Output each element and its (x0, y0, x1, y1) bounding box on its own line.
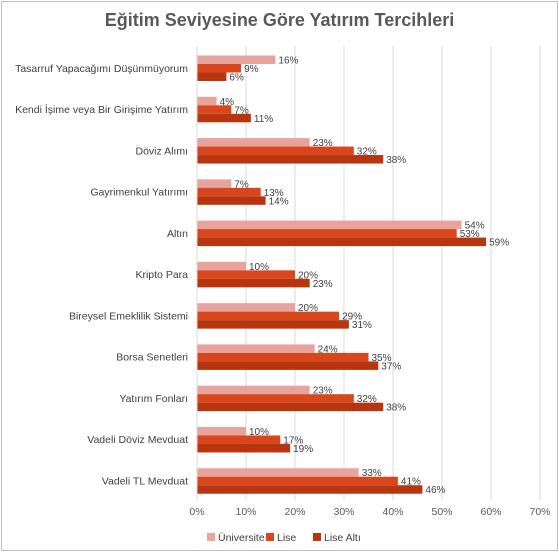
bar (197, 352, 369, 362)
bar (197, 435, 281, 444)
data-label: 31% (352, 320, 372, 331)
data-label: 6% (229, 73, 244, 84)
data-label: 20% (298, 270, 318, 281)
data-label: 59% (489, 238, 509, 249)
data-label: 23% (313, 279, 333, 290)
data-label: 38% (386, 403, 406, 414)
category-label: Yatırım Fonları (119, 393, 188, 405)
x-tick-label: 30% (333, 506, 354, 518)
bar (197, 320, 349, 329)
data-label: 10% (249, 427, 269, 438)
data-label: 37% (381, 361, 401, 372)
category-label: Vadeli Döviz Mevduat (87, 434, 188, 446)
bar (197, 385, 310, 395)
bar (197, 261, 246, 271)
bar (197, 96, 217, 106)
bar (197, 64, 242, 73)
data-label: 19% (293, 444, 313, 455)
category-label: Borsa Senetleri (116, 352, 188, 364)
bar (197, 402, 384, 412)
bar (197, 394, 354, 403)
legend-label: Lise Altı (324, 532, 361, 544)
data-label: 11% (254, 114, 273, 125)
bar (197, 426, 246, 436)
data-label: 9% (244, 64, 259, 75)
category-label: Kendi İşime veya Bir Girişime Yatırım (15, 103, 188, 116)
legend-swatch (266, 533, 274, 541)
x-tick-label: 50% (431, 506, 452, 518)
category-label: Gayrimenkul Yatırımı (90, 187, 188, 199)
legend-swatch (207, 533, 215, 541)
bar (197, 344, 315, 353)
bar (197, 55, 276, 64)
legend-label: Üniversite (218, 532, 265, 544)
x-tick-label: 40% (382, 506, 403, 518)
category-label: Altın (167, 228, 188, 240)
category-label: Tasarruf Yapacağımı Düşünmüyorum (15, 63, 188, 75)
data-label: 20% (298, 303, 318, 314)
data-label: 7% (234, 105, 249, 116)
data-label: 16% (278, 56, 298, 67)
data-label: 10% (249, 262, 269, 273)
bar (197, 476, 398, 486)
data-label: 7% (234, 179, 249, 190)
bar (197, 220, 462, 230)
data-label: 53% (460, 229, 480, 240)
x-tick-label: 0% (189, 506, 204, 518)
bar (197, 485, 423, 494)
data-label: 35% (372, 353, 392, 364)
bar (197, 468, 359, 477)
data-label: 38% (386, 155, 406, 166)
legend-swatch (313, 533, 321, 541)
data-label: 14% (269, 196, 289, 207)
data-label: 13% (264, 188, 284, 199)
bar (197, 179, 232, 188)
bar (197, 361, 379, 370)
bar (197, 311, 340, 321)
category-label: Bireysel Emeklilik Sistemi (69, 310, 188, 322)
data-label: 33% (362, 468, 382, 479)
data-label: 17% (283, 435, 303, 446)
bar (197, 187, 261, 197)
x-tick-label: 20% (284, 506, 305, 518)
data-label: 41% (401, 477, 421, 488)
bar (197, 196, 266, 205)
bar (197, 138, 310, 147)
bar (197, 72, 227, 81)
category-label: Vadeli TL Mevduat (102, 475, 188, 487)
data-label: 23% (313, 138, 333, 149)
bar (197, 278, 310, 288)
data-label: 46% (425, 485, 445, 496)
bar (197, 229, 457, 238)
data-label: 29% (342, 312, 362, 323)
data-label: 24% (318, 344, 338, 355)
x-tick-label: 10% (235, 506, 256, 518)
data-label: 32% (357, 394, 377, 405)
data-label: 23% (313, 386, 333, 397)
data-label: 54% (465, 221, 485, 232)
x-tick-label: 60% (480, 506, 501, 518)
bar (197, 237, 487, 247)
data-label: 4% (220, 97, 235, 108)
bar (197, 303, 295, 312)
bar (197, 146, 354, 156)
category-label: Kripto Para (135, 269, 188, 281)
chart-title: Eğitim Seviyesine Göre Yatırım Tercihler… (104, 10, 455, 30)
category-label: Döviz Alımı (135, 145, 188, 157)
bar (197, 443, 291, 453)
data-label: 32% (357, 147, 377, 158)
bar (197, 105, 232, 114)
bar (197, 113, 251, 123)
x-tick-label: 70% (529, 506, 550, 518)
bar (197, 270, 295, 279)
legend-label: Lise (277, 532, 296, 544)
bar (197, 155, 384, 164)
